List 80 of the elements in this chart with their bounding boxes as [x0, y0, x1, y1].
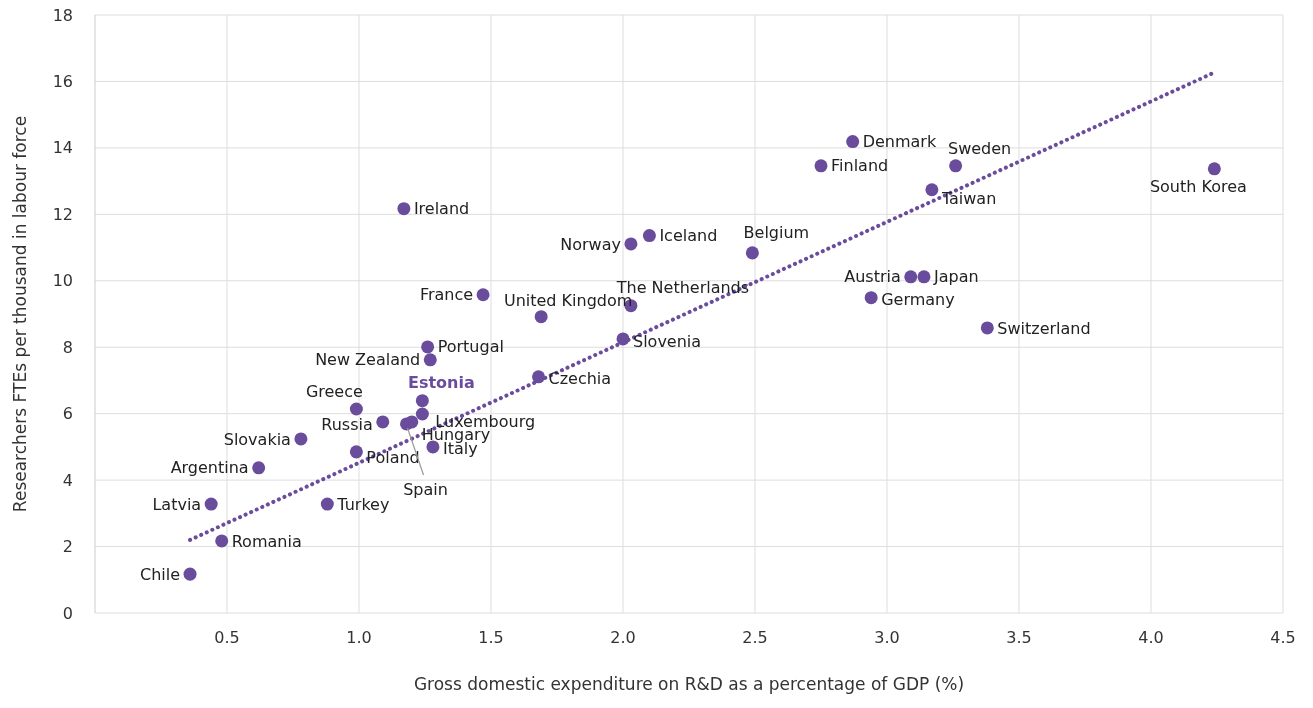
y-tick-label: 16 — [52, 72, 73, 92]
point — [415, 407, 429, 421]
annotation: South Korea — [1149, 177, 1247, 197]
point — [349, 445, 363, 459]
annotation: Sweden — [948, 139, 1012, 159]
point — [349, 402, 363, 416]
point — [320, 497, 334, 511]
annotation: New Zealand — [315, 350, 421, 370]
annotation: Slovakia — [223, 429, 291, 449]
annotation: Chile — [139, 564, 181, 584]
annotation: Latvia — [152, 494, 202, 514]
point — [1207, 162, 1221, 176]
annotation: Belgium — [743, 223, 810, 243]
x-tick-label: 1.5 — [478, 628, 504, 647]
point — [814, 159, 828, 173]
point — [252, 461, 266, 475]
annotation: The Netherlands — [615, 278, 750, 298]
point — [949, 159, 963, 173]
point — [415, 394, 429, 408]
y-axis-title: Researchers FTEs per thousand in labour force — [9, 115, 30, 513]
annotation: Spain — [403, 479, 448, 499]
point — [925, 183, 939, 197]
point — [980, 321, 994, 335]
point — [421, 340, 435, 354]
annotation: Argentina — [170, 458, 249, 478]
x-tick-label: 4.0 — [1138, 628, 1164, 647]
x-tick-label: 0.5 — [214, 628, 240, 647]
annotation: Switzerland — [997, 318, 1091, 338]
point — [294, 432, 308, 446]
point — [846, 135, 860, 149]
point — [642, 229, 656, 243]
annotation: Estonia — [407, 373, 475, 393]
point — [534, 310, 548, 324]
point — [204, 497, 218, 511]
y-tick-label: 4 — [62, 470, 73, 490]
y-tick-label: 2 — [62, 537, 73, 557]
annotation: Ireland — [413, 199, 470, 219]
annotation: Finland — [831, 156, 889, 176]
annotation: Greece — [305, 381, 363, 401]
annotation: Slovenia — [633, 331, 702, 351]
y-tick-label: 8 — [62, 337, 73, 357]
x-tick-label: 4.5 — [1270, 628, 1296, 647]
point — [917, 270, 931, 284]
annotation: Russia — [321, 414, 373, 434]
point — [904, 270, 918, 284]
point — [397, 202, 411, 216]
y-tick-label: 6 — [62, 404, 73, 424]
annotation: Romania — [231, 531, 302, 551]
annotation: Norway — [560, 234, 621, 254]
annotation: Germany — [881, 290, 955, 310]
annotation: Poland — [366, 448, 420, 468]
x-tick-label: 1.0 — [346, 628, 372, 647]
point — [745, 246, 759, 260]
x-tick-label: 2.0 — [610, 628, 636, 647]
point — [215, 534, 229, 548]
annotation: Czechia — [548, 369, 612, 389]
y-tick-label: 14 — [52, 138, 73, 158]
point — [476, 288, 490, 302]
annotation: Portugal — [437, 337, 504, 357]
point — [183, 567, 197, 581]
x-tick-label: 3.0 — [874, 628, 900, 647]
point — [376, 415, 390, 429]
annotation: France — [419, 285, 474, 305]
annotation: Austria — [844, 267, 901, 287]
y-tick-label: 18 — [52, 5, 73, 25]
y-tick-label: 0 — [62, 603, 73, 623]
point — [423, 353, 437, 367]
x-tick-label: 3.5 — [1006, 628, 1032, 647]
annotation: Denmark — [862, 132, 937, 152]
annotation: Taiwan — [940, 189, 997, 209]
point — [624, 237, 638, 251]
annotation: Iceland — [659, 226, 718, 246]
annotation: Turkey — [336, 494, 390, 514]
x-axis-title: Gross domestic expenditure on R&D as a percentage of GDP (%) — [413, 674, 965, 694]
point — [864, 291, 878, 305]
y-tick-label: 10 — [52, 271, 73, 291]
point — [405, 415, 419, 429]
annotation: Japan — [932, 267, 979, 287]
x-tick-label: 2.5 — [742, 628, 768, 647]
y-tick-label: 12 — [52, 204, 73, 224]
